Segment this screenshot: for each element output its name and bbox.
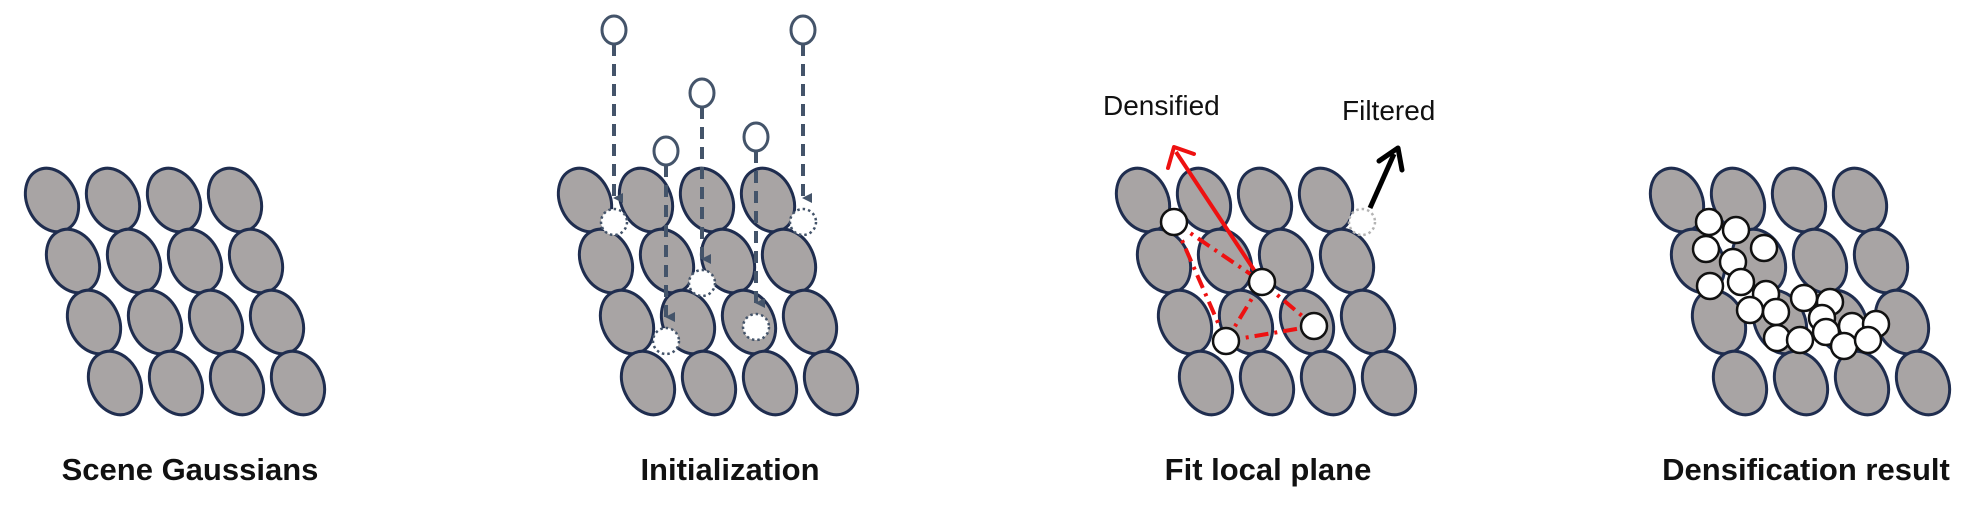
densified-point bbox=[1829, 331, 1859, 361]
densified-point bbox=[1853, 325, 1883, 355]
gaussian-ellipse bbox=[1318, 227, 1376, 295]
densified-point bbox=[1691, 234, 1721, 264]
initialized-point bbox=[741, 312, 771, 342]
gaussian-ellipse bbox=[680, 349, 738, 417]
densified-point bbox=[1749, 233, 1779, 263]
plane-fit-edge bbox=[1172, 221, 1228, 342]
densified-point bbox=[1726, 267, 1756, 297]
gaussian-ellipse bbox=[269, 349, 327, 417]
densified-arrowhead bbox=[1166, 145, 1196, 170]
densified-arrow bbox=[1174, 150, 1264, 284]
densified-point bbox=[1761, 297, 1791, 327]
gaussian-ellipse bbox=[248, 288, 306, 356]
gaussian-ellipse bbox=[1339, 288, 1397, 356]
gaussian-ellipse bbox=[1894, 349, 1952, 417]
gaussian-ellipse bbox=[227, 227, 285, 295]
ray-origin-point bbox=[652, 135, 680, 167]
caption-densification-result: Densification result bbox=[1662, 452, 1950, 487]
panel-initialization bbox=[556, 14, 860, 417]
gaussian-ellipse bbox=[760, 227, 818, 295]
initialized-point bbox=[788, 207, 818, 237]
panel-fit-local-plane bbox=[1114, 145, 1418, 417]
gaussian-ellipse bbox=[1772, 349, 1830, 417]
gaussian-ellipse bbox=[619, 349, 677, 417]
densified-point bbox=[1694, 207, 1724, 237]
filtered-point bbox=[1347, 207, 1377, 237]
gaussian-ellipse bbox=[187, 288, 245, 356]
gaussian-ellipse bbox=[802, 349, 860, 417]
gaussian-ellipse bbox=[1156, 288, 1214, 356]
gaussian-ellipse bbox=[781, 288, 839, 356]
caption-fit-local-plane: Fit local plane bbox=[1164, 452, 1372, 487]
gaussian-ellipse bbox=[1360, 349, 1418, 417]
gaussian-ellipse bbox=[598, 288, 656, 356]
panel-scene-gaussians bbox=[23, 166, 327, 417]
gaussian-ellipse bbox=[65, 288, 123, 356]
gaussian-ellipse bbox=[145, 166, 203, 234]
densified-point bbox=[1785, 325, 1815, 355]
gaussian-ellipse bbox=[1831, 166, 1889, 234]
fitted-point bbox=[1159, 207, 1189, 237]
gaussian-ellipse bbox=[84, 166, 142, 234]
fitted-point bbox=[1211, 326, 1241, 356]
fitted-point bbox=[1247, 267, 1277, 297]
gaussian-ellipse bbox=[208, 349, 266, 417]
filtered-arrowhead bbox=[1376, 145, 1405, 173]
gaussian-ellipse bbox=[1852, 227, 1910, 295]
gaussian-ellipse bbox=[23, 166, 81, 234]
ray-origin-point bbox=[742, 121, 770, 153]
densified-point bbox=[1721, 215, 1751, 245]
fitted-point bbox=[1299, 311, 1329, 341]
initialized-point bbox=[687, 268, 717, 298]
densified-label: Densified bbox=[1103, 90, 1220, 121]
gaussian-ellipse bbox=[678, 166, 736, 234]
caption-scene-gaussians: Scene Gaussians bbox=[61, 452, 319, 487]
filtered-arrow bbox=[1367, 152, 1397, 210]
filtered-label: Filtered bbox=[1342, 95, 1436, 126]
gaussian-ellipse bbox=[166, 227, 224, 295]
ray-origin-point bbox=[789, 14, 817, 46]
gaussian-ellipse bbox=[147, 349, 205, 417]
initialized-point bbox=[599, 207, 629, 237]
plane-fit-edge bbox=[1172, 220, 1264, 284]
gaussian-ellipse bbox=[1711, 349, 1769, 417]
caption-initialization: Initialization bbox=[640, 452, 820, 487]
initialized-point bbox=[651, 326, 681, 356]
densified-point bbox=[1735, 295, 1765, 325]
ray-origin-point bbox=[688, 77, 716, 109]
densified-point bbox=[1695, 271, 1725, 301]
gaussian-ellipse bbox=[1177, 349, 1235, 417]
gaussian-ellipse bbox=[1299, 349, 1357, 417]
gaussian-ellipse bbox=[105, 227, 163, 295]
gaussian-ellipse bbox=[1238, 349, 1296, 417]
gaussian-ellipse bbox=[126, 288, 184, 356]
panel-densification-result bbox=[1648, 166, 1952, 417]
gaussian-ellipse bbox=[1770, 166, 1828, 234]
gaussian-ellipse bbox=[1236, 166, 1294, 234]
gaussian-ellipse bbox=[206, 166, 264, 234]
gaussian-ellipse bbox=[741, 349, 799, 417]
ray-origin-point bbox=[600, 14, 628, 46]
gaussian-ellipse bbox=[44, 227, 102, 295]
gaussian-ellipse bbox=[86, 349, 144, 417]
